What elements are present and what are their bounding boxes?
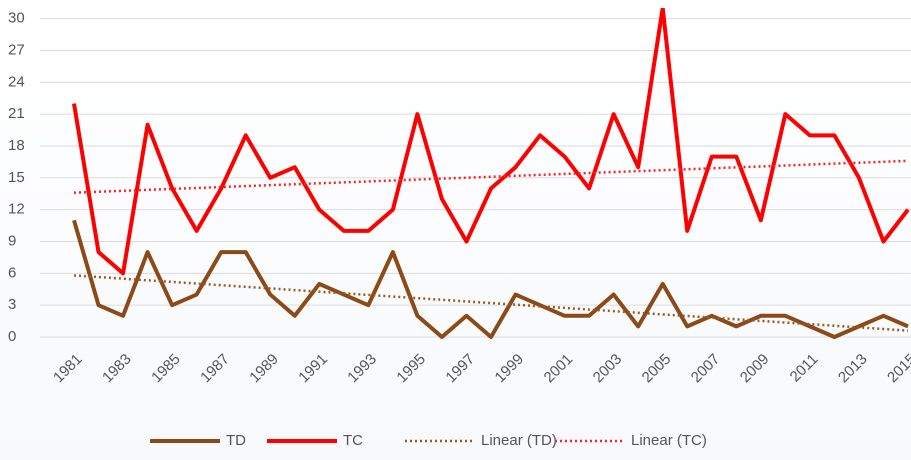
grid: 0 3 6 9 12 15 18 21 24 27 30 1981 1983 1985 1987 1989 19… xyxy=(8,10,911,387)
x-tick-label: 2015 xyxy=(884,351,911,387)
series-line xyxy=(72,8,910,276)
y-tick-label: 9 xyxy=(8,232,16,249)
x-tick-label: 2005 xyxy=(639,351,675,387)
x-tick-label: 1993 xyxy=(344,351,380,387)
trend-line xyxy=(73,274,909,332)
legend-label: Linear (TC) xyxy=(631,432,707,449)
x-tick-label: 2007 xyxy=(688,351,724,387)
y-tick-label: 3 xyxy=(8,296,16,313)
legend-label: Linear (TD) xyxy=(481,432,557,449)
x-tick-label: 2003 xyxy=(590,351,626,387)
y-tick-label: 24 xyxy=(8,73,25,90)
x-tick-label: 1985 xyxy=(148,351,184,387)
trend-line xyxy=(73,159,909,194)
y-tick-label: 27 xyxy=(8,41,25,58)
series-line xyxy=(72,219,909,339)
x-tick-label: 2013 xyxy=(835,351,871,387)
y-tick-label: 0 xyxy=(8,328,16,345)
x-tick-label: 2009 xyxy=(737,351,773,387)
x-tick-label: 1989 xyxy=(246,351,282,387)
x-tick-label: 1995 xyxy=(393,351,429,387)
y-tick-label: 21 xyxy=(8,105,25,122)
legend-label: TD xyxy=(226,432,246,449)
y-tick-label: 30 xyxy=(8,10,25,27)
x-tick-label: 1999 xyxy=(492,351,528,387)
y-tick-label: 12 xyxy=(8,201,25,218)
x-tick-label: 2011 xyxy=(787,351,822,386)
x-tick-label: 1991 xyxy=(295,351,331,387)
legend-label: TC xyxy=(343,432,363,449)
x-tick-label: 1987 xyxy=(197,351,233,387)
x-tick-label: 2001 xyxy=(541,351,577,387)
y-tick-label: 15 xyxy=(8,169,25,186)
x-tick-label: 1981 xyxy=(50,351,86,387)
plot-area xyxy=(72,8,910,339)
x-tick-label: 1997 xyxy=(442,351,478,387)
y-tick-label: 6 xyxy=(8,264,16,281)
x-tick-label: 1983 xyxy=(99,351,135,387)
y-tick-label: 18 xyxy=(8,137,25,154)
